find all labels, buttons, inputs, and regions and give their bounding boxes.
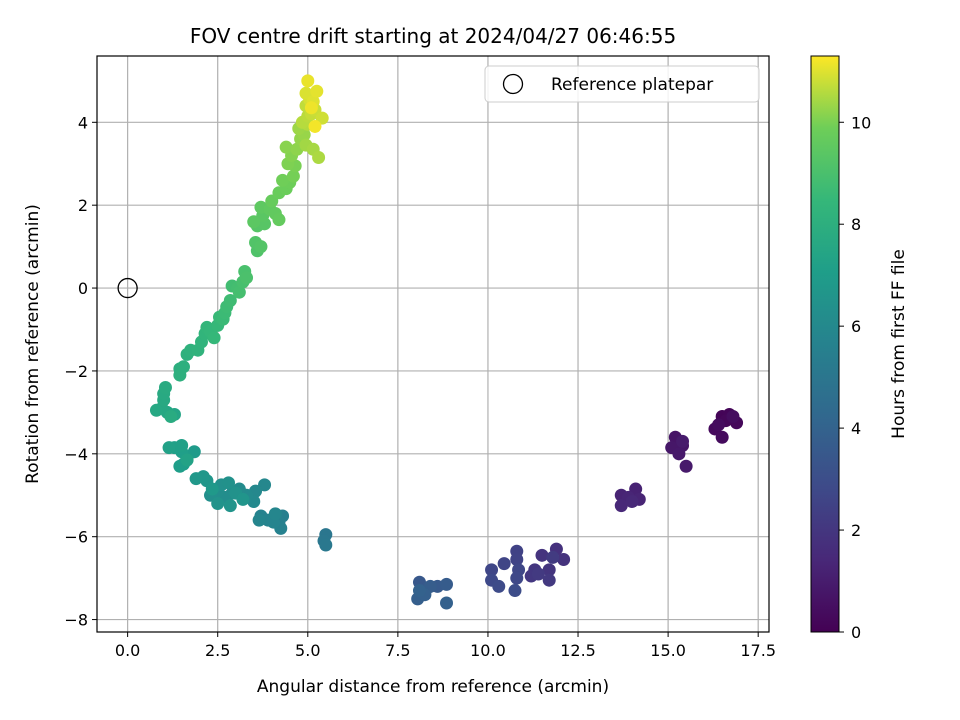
data-point [712,418,726,432]
y-tick-label: 4 [78,113,88,132]
data-point [189,472,203,486]
y-tick-label: −6 [64,528,88,547]
y-tick-label: −4 [64,445,88,464]
data-point [211,497,225,511]
data-point [240,271,254,285]
data-point [542,563,556,577]
data-point [308,119,322,133]
data-point [252,513,266,527]
colorbar-tick-label: 6 [851,317,861,336]
x-tick-label: 2.5 [205,641,230,660]
data-point [715,430,729,444]
data-point [676,434,690,448]
colorbar-label: Hours from first FF file [889,249,909,439]
data-point [497,557,511,571]
data-point [531,567,545,581]
data-point [310,84,324,98]
data-point [485,563,499,577]
x-tick-label: 15.0 [650,641,686,660]
data-point [625,494,639,508]
data-point [672,447,686,461]
x-tick-label: 17.5 [740,641,776,660]
data-point [319,538,333,552]
data-point [164,410,178,424]
data-point [276,173,290,187]
colorbar-tick-label: 2 [851,521,861,540]
grid-lines [97,56,769,632]
y-axis-label: Rotation from reference (arcmin) [23,204,43,484]
data-point [726,410,740,424]
x-tick-label: 10.0 [470,641,506,660]
data-point [304,101,318,115]
x-axis-ticks: 0.0 2.5 5.0 7.5 10.0 12.5 15.0 17.5 [115,632,776,660]
data-point [301,74,315,88]
data-point [286,169,300,183]
data-point [232,285,246,299]
data-point [492,579,506,593]
x-tick-label: 7.5 [385,641,410,660]
data-point [236,492,250,506]
y-tick-label: −2 [64,362,88,381]
data-point [223,499,237,513]
data-points [149,74,744,610]
y-tick-label: 2 [78,196,88,215]
data-point [223,293,237,307]
chart-title: FOV centre drift starting at 2024/04/27 … [190,24,676,48]
x-tick-label: 12.5 [560,641,596,660]
y-tick-label: 0 [78,279,88,298]
y-axis-ticks: −8 −6 −4 −2 0 2 4 [64,113,97,630]
data-point [510,552,524,566]
data-point [175,439,189,453]
x-axis-label: Angular distance from reference (arcmin) [257,677,609,697]
data-point [312,151,326,165]
y-tick-label: −8 [64,611,88,630]
x-tick-label: 0.0 [115,641,140,660]
colorbar-tick-label: 8 [851,215,861,234]
legend-reference-marker [502,73,524,95]
colorbar [810,55,840,633]
data-point [207,331,221,345]
data-point [180,453,194,467]
data-point [162,441,176,455]
colorbar-tick-label: 4 [851,419,861,438]
legend-box [484,65,760,103]
data-point [268,507,282,521]
data-point [542,573,556,587]
legend: Reference platepar [484,65,760,103]
data-point [149,403,163,417]
data-point [546,550,560,564]
reference-platepar-point [117,277,138,299]
reference-marker [117,277,138,299]
x-tick-label: 5.0 [295,641,320,660]
data-point [279,140,293,154]
plot-frame [96,55,770,633]
data-point [254,240,268,254]
data-point [508,584,522,598]
data-point [510,571,524,585]
data-point [614,499,628,513]
data-point [440,577,454,591]
data-point [158,381,172,395]
data-point [247,215,261,229]
data-point [272,213,286,227]
data-point [412,584,426,598]
colorbar-tick-label: 10 [851,113,871,132]
data-point [176,360,190,374]
data-point [535,548,549,562]
data-point [440,596,454,610]
data-point [222,476,236,490]
colorbar-ticks: 0 2 4 6 8 10 [839,113,871,642]
colorbar-tick-label: 0 [851,623,861,642]
data-point [679,459,693,473]
legend-entry-reference: Reference platepar [551,75,713,95]
data-point [557,552,571,566]
data-point [205,482,219,496]
